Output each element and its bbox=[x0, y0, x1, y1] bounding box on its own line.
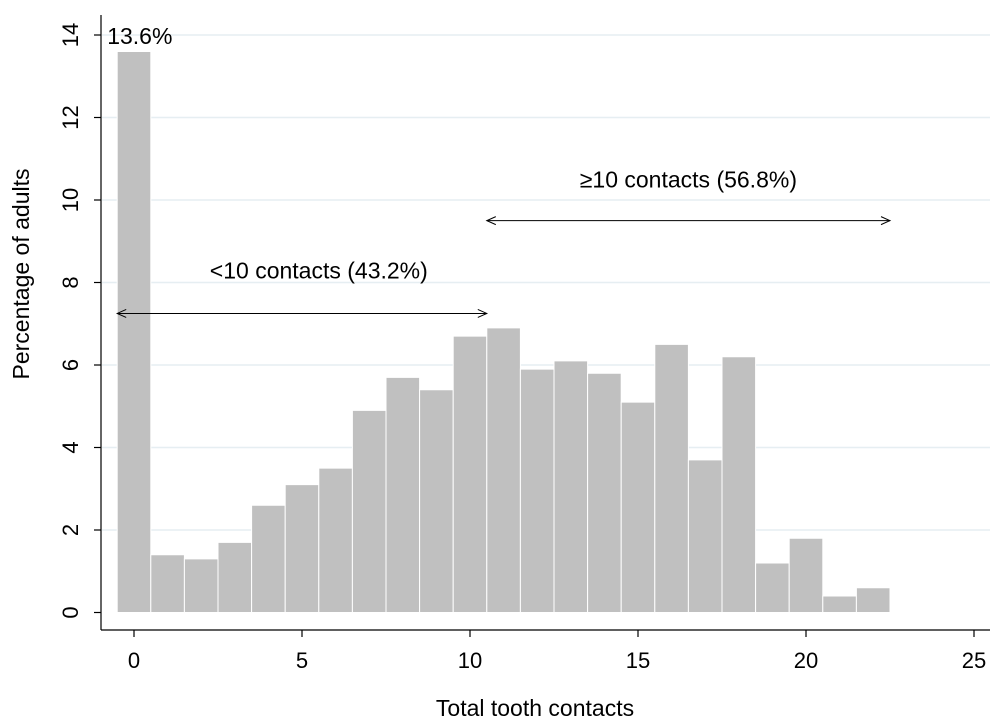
bars bbox=[116, 51, 891, 613]
ticks: 0 2 4 6 8 10 12 14 0 5 10 15 20 25 bbox=[58, 23, 986, 673]
histogram-bar bbox=[519, 368, 555, 613]
histogram-bar bbox=[318, 467, 353, 613]
histogram-bar bbox=[385, 376, 421, 613]
x-axis-title: Total tooth contacts bbox=[436, 695, 634, 721]
x-tick-label: 10 bbox=[458, 648, 482, 673]
histogram-bar bbox=[217, 541, 253, 613]
histogram-bar bbox=[284, 484, 320, 613]
histogram-bar bbox=[351, 409, 387, 613]
y-tick-label: 2 bbox=[58, 524, 83, 536]
histogram-bar bbox=[116, 51, 152, 613]
x-tick-label: 20 bbox=[794, 648, 818, 673]
x-tick-label: 25 bbox=[962, 648, 986, 673]
y-axis-title: Percentage of adults bbox=[8, 169, 34, 380]
y-tick-label: 8 bbox=[58, 276, 83, 288]
x-tick-label: 5 bbox=[296, 648, 308, 673]
arrowhead-left bbox=[115, 308, 127, 318]
histogram-bar bbox=[183, 558, 219, 613]
histogram-bar bbox=[822, 595, 857, 613]
histogram-bar bbox=[419, 389, 454, 613]
histogram-bar bbox=[620, 401, 656, 613]
y-tick-label: 12 bbox=[58, 105, 83, 129]
arrowhead-right bbox=[880, 216, 892, 226]
histogram-bar bbox=[654, 343, 689, 613]
histogram-bar bbox=[855, 587, 891, 613]
histogram-bar bbox=[587, 372, 622, 613]
arrowhead-left bbox=[485, 216, 497, 226]
histogram-bar bbox=[721, 356, 757, 613]
histogram-bar bbox=[788, 537, 824, 613]
histogram-bar bbox=[486, 327, 521, 613]
y-tick-label: 0 bbox=[58, 606, 83, 618]
histogram-bar bbox=[553, 360, 589, 613]
histogram-bar bbox=[150, 554, 185, 613]
range-annotation-label: <10 contacts (43.2%) bbox=[210, 257, 428, 283]
y-tick-label: 14 bbox=[58, 23, 83, 47]
y-tick-label: 6 bbox=[58, 359, 83, 371]
gridlines bbox=[102, 34, 990, 531]
x-tick-label: 0 bbox=[128, 648, 140, 673]
bar-value-label: 13.6% bbox=[107, 23, 172, 49]
histogram-bar bbox=[755, 562, 790, 613]
y-tick-label: 10 bbox=[58, 188, 83, 212]
annotations: 13.6% <10 contacts (43.2%) ≥10 contacts (5… bbox=[107, 23, 892, 318]
y-tick-label: 4 bbox=[58, 441, 83, 453]
arrowhead-right bbox=[477, 308, 489, 318]
x-tick-label: 15 bbox=[626, 648, 650, 673]
histogram-bar bbox=[687, 459, 723, 613]
range-annotation-label: ≥10 contacts (56.8%) bbox=[580, 167, 797, 193]
histogram-bar bbox=[452, 335, 488, 613]
histogram-bar bbox=[251, 504, 286, 613]
